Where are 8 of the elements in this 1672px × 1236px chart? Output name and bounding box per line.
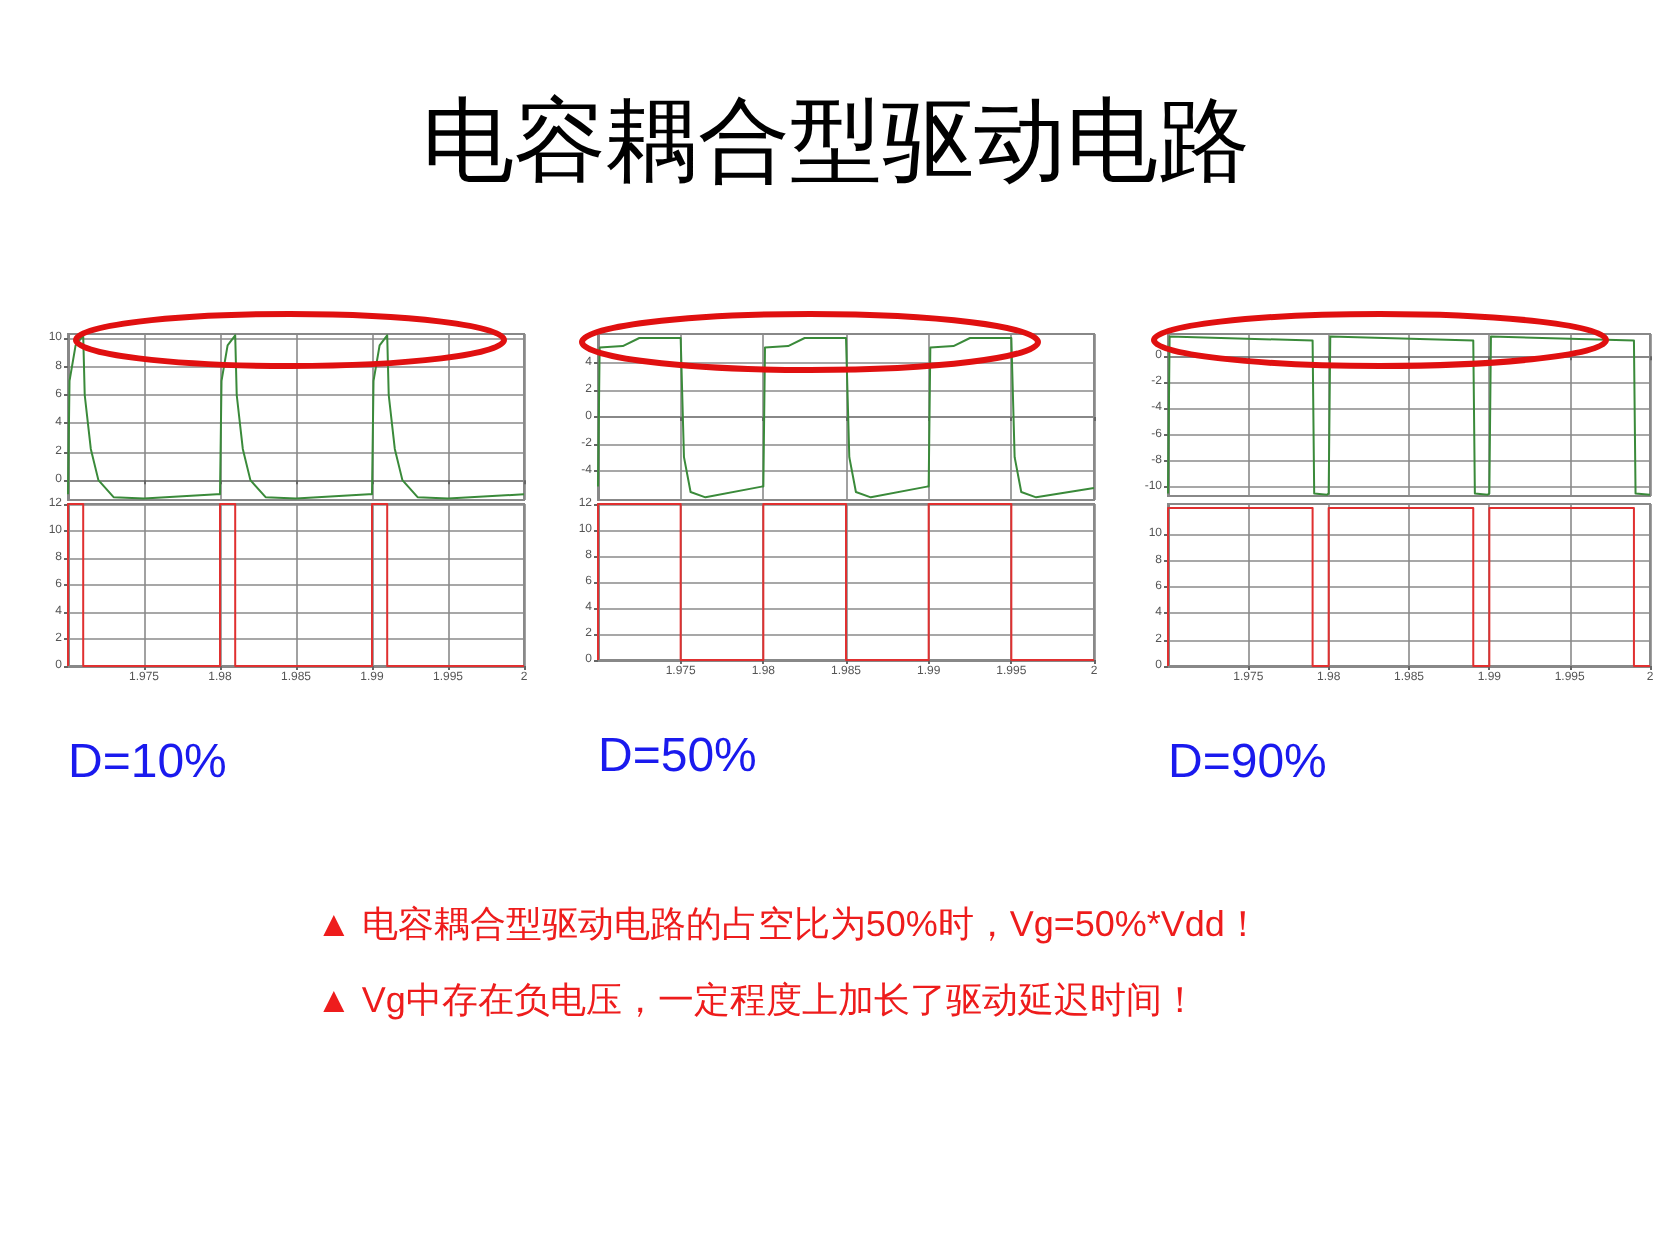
text: 电容耦合型驱动电路 <box>420 88 1252 196</box>
line-series <box>1167 335 1651 496</box>
x-axis-title: D=90% <box>1168 735 1327 789</box>
text: ▲ Vg中存在负电压，一定程度上加长了驱动延迟时间！ <box>316 978 1198 1024</box>
text: ▲ 电容耦合型驱动电路的占空比为50%时，Vg=50%*Vdd！ <box>316 902 1261 948</box>
line-series <box>597 337 1095 499</box>
x-axis-title: D=10% <box>68 735 227 789</box>
x-axis-title: D=50% <box>598 729 757 783</box>
